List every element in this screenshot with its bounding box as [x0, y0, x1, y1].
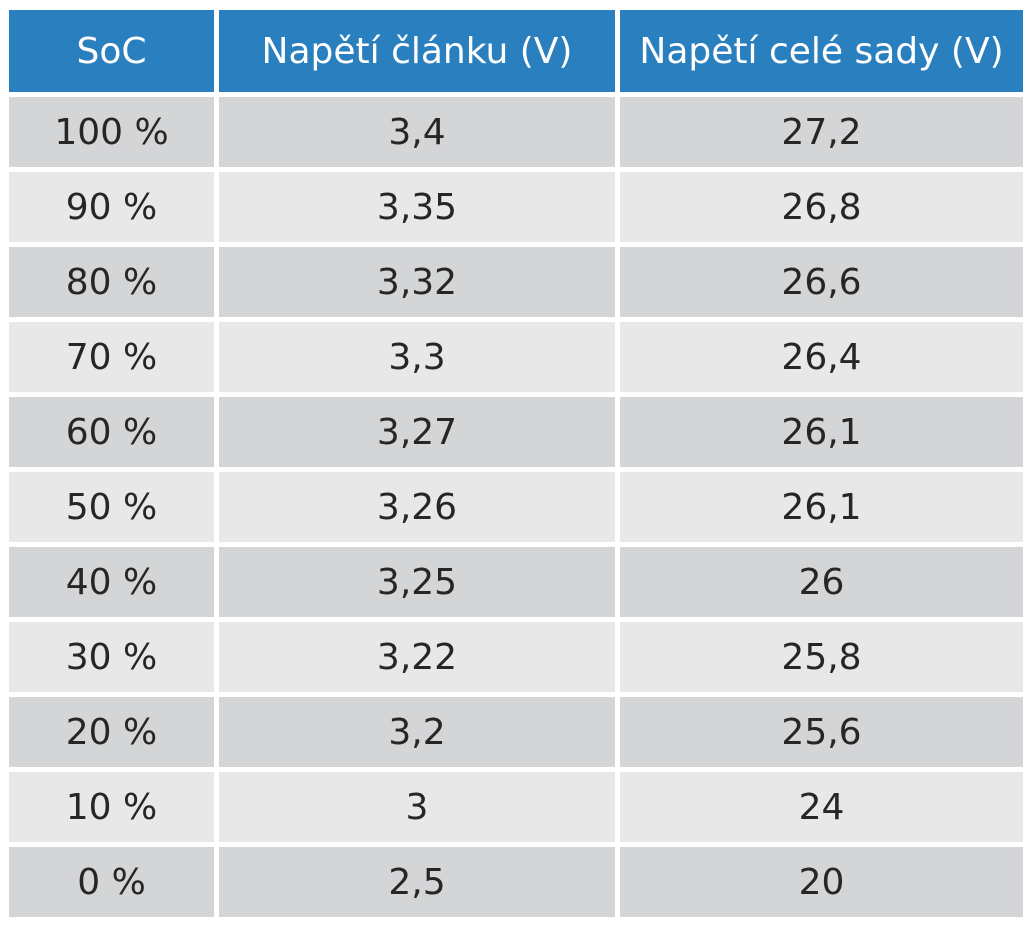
cell-soc: 100 % [9, 97, 214, 167]
cell-pack-voltage: 26,4 [620, 322, 1023, 392]
cell-pack-voltage: 25,8 [620, 622, 1023, 692]
soc-voltage-table-container: SoC Napětí článku (V) Napětí celé sady (… [9, 10, 1023, 917]
cell-cell-voltage: 3,2 [219, 697, 615, 767]
table-row: 10 % 3 24 [9, 772, 1023, 842]
table-header-row: SoC Napětí článku (V) Napětí celé sady (… [9, 10, 1023, 92]
cell-pack-voltage: 26,8 [620, 172, 1023, 242]
header-soc: SoC [9, 10, 214, 92]
cell-soc: 0 % [9, 847, 214, 917]
header-pack-voltage: Napětí celé sady (V) [620, 10, 1023, 92]
cell-pack-voltage: 20 [620, 847, 1023, 917]
cell-cell-voltage: 3,35 [219, 172, 615, 242]
cell-cell-voltage: 3,26 [219, 472, 615, 542]
table-row: 40 % 3,25 26 [9, 547, 1023, 617]
cell-cell-voltage: 3,3 [219, 322, 615, 392]
cell-pack-voltage: 24 [620, 772, 1023, 842]
table-row: 90 % 3,35 26,8 [9, 172, 1023, 242]
cell-pack-voltage: 27,2 [620, 97, 1023, 167]
cell-cell-voltage: 3 [219, 772, 615, 842]
cell-soc: 30 % [9, 622, 214, 692]
cell-cell-voltage: 3,22 [219, 622, 615, 692]
cell-soc: 70 % [9, 322, 214, 392]
cell-cell-voltage: 3,25 [219, 547, 615, 617]
cell-soc: 80 % [9, 247, 214, 317]
table-row: 0 % 2,5 20 [9, 847, 1023, 917]
cell-pack-voltage: 26 [620, 547, 1023, 617]
header-cell-voltage: Napětí článku (V) [219, 10, 615, 92]
table-row: 50 % 3,26 26,1 [9, 472, 1023, 542]
cell-pack-voltage: 25,6 [620, 697, 1023, 767]
cell-soc: 20 % [9, 697, 214, 767]
cell-cell-voltage: 3,27 [219, 397, 615, 467]
cell-soc: 40 % [9, 547, 214, 617]
cell-cell-voltage: 2,5 [219, 847, 615, 917]
cell-cell-voltage: 3,4 [219, 97, 615, 167]
table-row: 70 % 3,3 26,4 [9, 322, 1023, 392]
table-row: 60 % 3,27 26,1 [9, 397, 1023, 467]
table-row: 20 % 3,2 25,6 [9, 697, 1023, 767]
cell-soc: 60 % [9, 397, 214, 467]
table-row: 80 % 3,32 26,6 [9, 247, 1023, 317]
cell-soc: 10 % [9, 772, 214, 842]
table-row: 100 % 3,4 27,2 [9, 97, 1023, 167]
soc-voltage-table: SoC Napětí článku (V) Napětí celé sady (… [4, 5, 1028, 922]
cell-pack-voltage: 26,6 [620, 247, 1023, 317]
table-body: 100 % 3,4 27,2 90 % 3,35 26,8 80 % 3,32 26,6 70 %… [9, 97, 1023, 917]
cell-soc: 50 % [9, 472, 214, 542]
cell-cell-voltage: 3,32 [219, 247, 615, 317]
cell-soc: 90 % [9, 172, 214, 242]
cell-pack-voltage: 26,1 [620, 397, 1023, 467]
table-row: 30 % 3,22 25,8 [9, 622, 1023, 692]
cell-pack-voltage: 26,1 [620, 472, 1023, 542]
